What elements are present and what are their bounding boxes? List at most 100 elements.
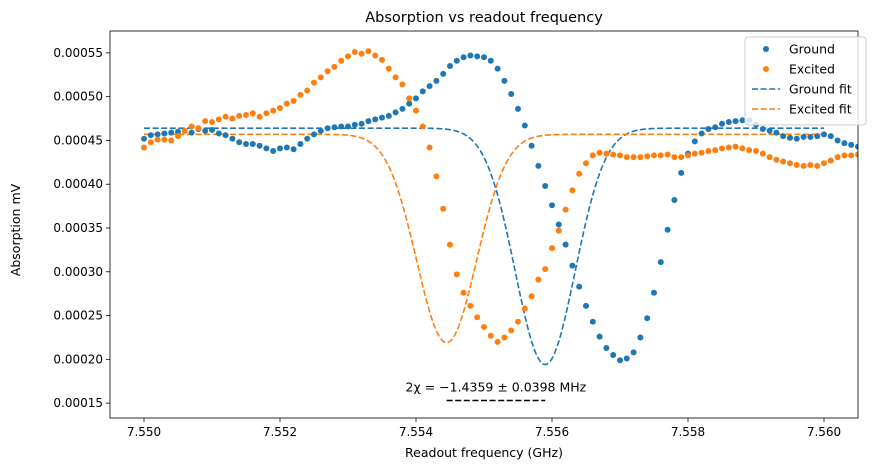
data-point-ground <box>555 221 562 228</box>
data-point-excited <box>297 91 304 98</box>
data-point-ground <box>338 123 345 130</box>
data-point-ground <box>317 127 324 134</box>
data-point-excited <box>535 276 542 283</box>
data-point-excited <box>678 154 685 161</box>
legend-marker <box>763 46 769 52</box>
data-point-ground <box>399 105 406 112</box>
data-point-ground <box>712 124 719 131</box>
data-point-excited <box>569 187 576 194</box>
data-point-ground <box>549 202 555 209</box>
data-point-excited <box>147 139 154 146</box>
data-point-excited <box>385 65 392 72</box>
data-point-ground <box>147 132 154 139</box>
data-point-excited <box>610 151 617 158</box>
data-point-excited <box>467 302 474 309</box>
data-point-ground <box>691 138 698 145</box>
data-point-excited <box>249 110 256 117</box>
data-point-excited <box>215 116 222 123</box>
data-point-ground <box>732 118 739 125</box>
data-point-ground <box>392 109 399 116</box>
data-point-ground <box>508 91 515 98</box>
data-point-excited <box>290 98 297 105</box>
data-point-ground <box>583 302 589 309</box>
data-point-ground <box>869 151 875 157</box>
data-point-ground <box>834 137 841 144</box>
data-point-excited <box>222 113 229 120</box>
data-point-excited <box>515 318 521 325</box>
data-point-ground <box>862 148 868 154</box>
data-point-excited <box>243 112 249 119</box>
data-point-ground <box>725 119 732 126</box>
y-tick-label: 0.00025 <box>53 309 103 323</box>
data-point-ground <box>474 53 481 60</box>
data-point-ground <box>358 120 365 127</box>
data-point-ground <box>603 344 610 351</box>
data-point-ground <box>270 147 277 154</box>
data-point-excited <box>304 87 311 94</box>
data-point-ground <box>331 124 338 131</box>
data-point-excited <box>311 79 317 86</box>
data-point-excited <box>834 154 841 161</box>
chart-title: Absorption vs readout frequency <box>365 10 603 26</box>
data-point-excited <box>379 56 385 63</box>
x-tick-label: 7.560 <box>807 425 841 439</box>
data-point-ground <box>290 146 297 153</box>
data-point-ground <box>542 182 549 189</box>
data-point-excited <box>841 152 848 159</box>
data-point-ground <box>773 129 780 136</box>
data-point-excited <box>685 152 691 159</box>
data-point-ground <box>372 116 379 123</box>
data-point-ground <box>855 143 858 150</box>
data-point-ground <box>535 162 542 169</box>
data-point-ground <box>589 318 596 325</box>
annotation-text: 2χ = −1.4359 ± 0.0398 MHz <box>406 379 587 394</box>
data-point-ground <box>800 133 807 140</box>
data-point-ground <box>236 139 243 146</box>
data-point-excited <box>793 161 800 168</box>
data-point-ground <box>283 144 290 151</box>
data-point-excited <box>732 143 739 150</box>
data-point-excited <box>365 48 372 55</box>
data-point-excited <box>358 50 365 57</box>
data-point-excited <box>195 125 202 132</box>
data-point-ground <box>311 131 317 138</box>
data-point-ground <box>419 88 426 95</box>
data-point-excited <box>338 57 345 64</box>
data-point-ground <box>243 140 249 147</box>
data-point-ground <box>324 125 331 132</box>
data-point-excited <box>766 154 773 161</box>
data-point-excited <box>181 127 188 134</box>
data-point-ground <box>202 127 209 134</box>
data-point-excited <box>154 136 161 143</box>
x-tick-label: 7.554 <box>399 425 433 439</box>
y-tick-label: 0.00020 <box>53 352 103 366</box>
data-point-excited <box>324 68 331 75</box>
y-tick-label: 0.00050 <box>53 90 103 104</box>
data-point-excited <box>202 118 209 125</box>
data-point-excited <box>657 152 664 159</box>
y-tick-label: 0.00055 <box>53 46 103 60</box>
data-point-ground <box>345 123 351 130</box>
data-point-excited <box>474 314 481 321</box>
data-point-ground <box>161 130 168 137</box>
data-point-ground <box>841 140 848 147</box>
data-point-excited <box>589 152 596 159</box>
data-point-ground <box>814 133 821 140</box>
data-point-excited <box>209 119 215 126</box>
data-point-excited <box>759 150 766 157</box>
data-point-ground <box>501 77 508 84</box>
data-point-excited <box>691 150 698 157</box>
data-point-ground <box>630 349 637 356</box>
data-point-excited <box>419 123 426 130</box>
data-point-ground <box>719 120 725 127</box>
legend-label: Excited <box>789 62 835 77</box>
data-point-excited <box>562 206 569 213</box>
data-point-excited <box>481 323 487 330</box>
data-point-excited <box>161 136 168 143</box>
data-point-excited <box>814 162 821 169</box>
data-point-excited <box>175 133 181 140</box>
data-point-ground <box>827 133 834 140</box>
data-point-excited <box>698 149 705 156</box>
data-point-excited <box>542 266 549 273</box>
